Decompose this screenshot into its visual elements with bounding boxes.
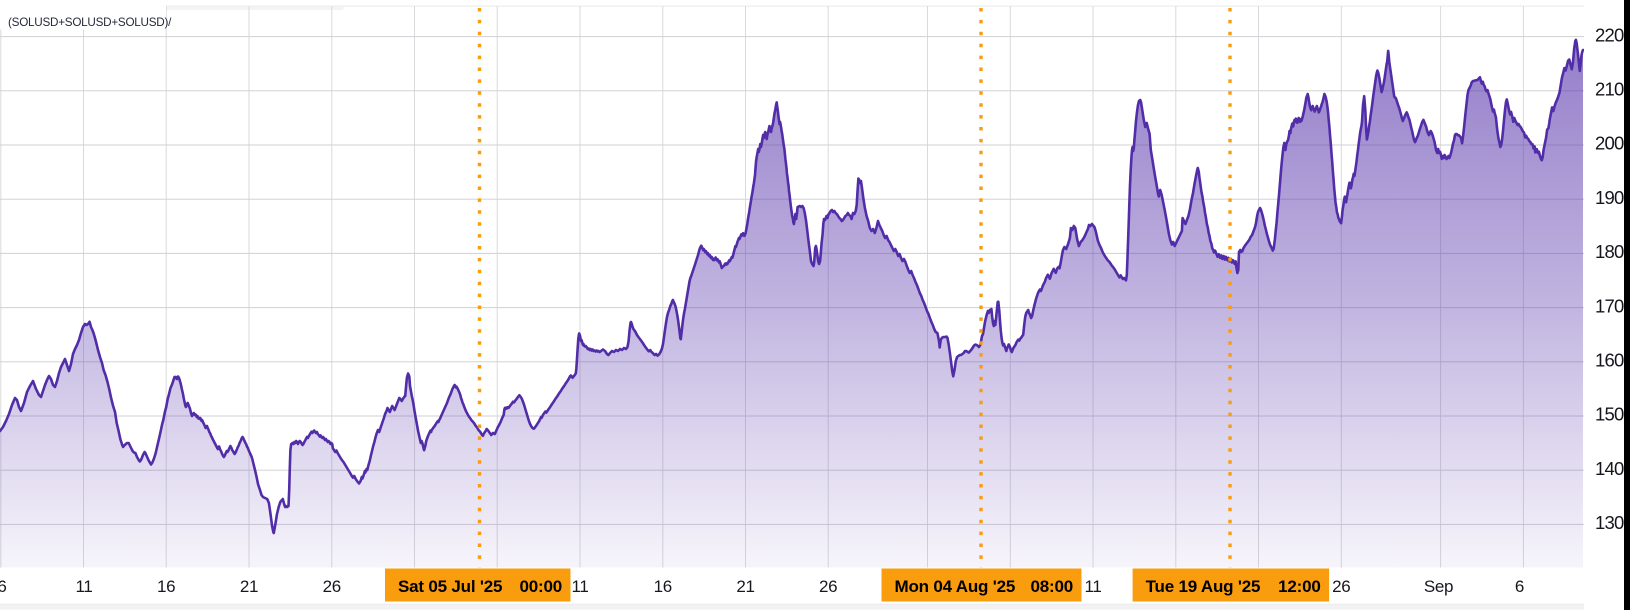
svg-text:210: 210 — [1595, 79, 1624, 100]
svg-text:11: 11 — [571, 577, 588, 596]
svg-text:26: 26 — [1332, 577, 1350, 596]
svg-text:180: 180 — [1595, 241, 1624, 262]
svg-text:170: 170 — [1595, 295, 1624, 316]
svg-text:(SOLUSD+SOLUSD+SOLUSD)/3: (SOLUSD+SOLUSD+SOLUSD)/3 — [8, 16, 177, 29]
svg-text:16: 16 — [654, 577, 672, 596]
svg-text:11: 11 — [75, 577, 92, 596]
svg-text:12:00: 12:00 — [1278, 577, 1320, 596]
svg-text:190: 190 — [1595, 187, 1624, 208]
svg-text:130: 130 — [1595, 512, 1624, 533]
svg-text:200: 200 — [1595, 133, 1624, 154]
svg-text:21: 21 — [736, 577, 754, 596]
svg-text:160: 160 — [1595, 350, 1624, 371]
svg-text:00:00: 00:00 — [520, 577, 562, 596]
svg-text:21: 21 — [240, 577, 258, 596]
svg-text:6: 6 — [0, 577, 7, 596]
svg-text:6: 6 — [1515, 577, 1524, 596]
svg-text:Tue 19 Aug '25: Tue 19 Aug '25 — [1146, 577, 1261, 596]
svg-text:140: 140 — [1595, 458, 1624, 479]
svg-text:26: 26 — [819, 577, 837, 596]
svg-text:08:00: 08:00 — [1031, 577, 1073, 596]
svg-text:26: 26 — [323, 577, 341, 596]
svg-text:Sat 05 Jul '25: Sat 05 Jul '25 — [398, 577, 502, 596]
svg-text:Sep: Sep — [1424, 577, 1453, 596]
svg-text:150: 150 — [1595, 404, 1624, 425]
svg-text:16: 16 — [157, 577, 175, 596]
svg-text:Mon 04 Aug '25: Mon 04 Aug '25 — [895, 577, 1016, 596]
svg-text:11: 11 — [1084, 577, 1101, 596]
svg-text:220: 220 — [1595, 24, 1624, 45]
